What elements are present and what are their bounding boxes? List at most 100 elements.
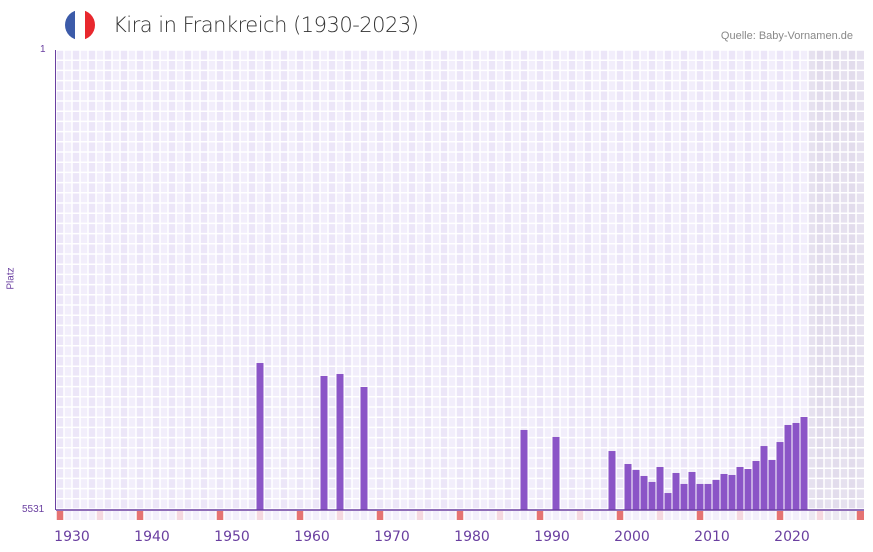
bar-2022 bbox=[792, 422, 800, 510]
decade-marker bbox=[288, 511, 296, 520]
x-tick-label: 1970 bbox=[374, 529, 410, 545]
bar-2017 bbox=[752, 461, 760, 510]
decade-marker bbox=[240, 511, 248, 520]
grid-column bbox=[104, 50, 112, 510]
bar-2012 bbox=[712, 479, 720, 510]
bar-2016 bbox=[744, 468, 752, 510]
decade-marker bbox=[184, 511, 192, 520]
grid-column bbox=[152, 50, 160, 510]
grid-column bbox=[200, 50, 208, 510]
decade-marker bbox=[584, 511, 592, 520]
x-tick-label: 1940 bbox=[134, 529, 170, 545]
bar-1965 bbox=[336, 373, 344, 510]
decade-marker bbox=[592, 511, 600, 520]
grid-column bbox=[216, 50, 224, 510]
decade-marker bbox=[160, 511, 168, 520]
decade-marker bbox=[544, 511, 552, 520]
decade-marker bbox=[568, 511, 576, 520]
grid-column bbox=[72, 50, 80, 510]
bar-2001 bbox=[624, 464, 632, 510]
grid-column bbox=[360, 50, 368, 510]
decade-marker bbox=[536, 511, 544, 520]
bar-2002 bbox=[632, 469, 640, 510]
x-tick-label: 1960 bbox=[294, 529, 330, 545]
grid-column bbox=[504, 50, 512, 510]
grid-column bbox=[672, 50, 680, 510]
decade-marker bbox=[784, 511, 792, 520]
decade-marker bbox=[560, 511, 568, 520]
decade-marker bbox=[128, 511, 136, 520]
grid-column bbox=[656, 50, 664, 510]
grid-column bbox=[296, 50, 304, 510]
grid-column bbox=[752, 50, 760, 510]
decade-marker bbox=[768, 511, 776, 520]
grid-column bbox=[664, 50, 672, 510]
grid-column bbox=[256, 50, 264, 510]
decade-marker bbox=[648, 511, 656, 520]
decade-marker bbox=[512, 511, 520, 520]
bar-2020 bbox=[776, 442, 784, 510]
grid-column bbox=[760, 50, 768, 510]
decade-marker bbox=[752, 511, 760, 520]
decade-marker bbox=[136, 511, 144, 520]
decade-marker bbox=[432, 511, 440, 520]
grid-column bbox=[232, 50, 240, 510]
grid-column bbox=[400, 50, 408, 510]
grid-column bbox=[336, 50, 344, 510]
grid-column bbox=[136, 50, 144, 510]
decade-marker bbox=[448, 511, 456, 520]
decade-marker bbox=[488, 511, 496, 520]
grid-column bbox=[144, 50, 152, 510]
decade-marker bbox=[832, 511, 840, 520]
decade-marker bbox=[400, 511, 408, 520]
decade-marker bbox=[576, 511, 584, 520]
grid-column bbox=[736, 50, 744, 510]
decade-marker bbox=[520, 511, 528, 520]
bar-2008 bbox=[680, 483, 688, 510]
decade-marker bbox=[344, 511, 352, 520]
decade-marker bbox=[760, 511, 768, 520]
grid-column bbox=[112, 50, 120, 510]
decade-marker bbox=[632, 511, 640, 520]
decade-marker bbox=[496, 511, 504, 520]
bar-2014 bbox=[728, 474, 736, 510]
decade-marker bbox=[624, 511, 632, 520]
grid-column bbox=[56, 50, 64, 510]
decade-marker bbox=[104, 511, 112, 520]
decade-marker bbox=[304, 511, 312, 520]
decade-marker bbox=[688, 511, 696, 520]
grid-column bbox=[688, 50, 696, 510]
grid-column bbox=[832, 50, 840, 510]
decade-marker bbox=[144, 511, 152, 520]
decade-marker bbox=[472, 511, 480, 520]
decade-marker bbox=[176, 511, 184, 520]
grid-column bbox=[160, 50, 168, 510]
grid-column bbox=[128, 50, 136, 510]
grid-column bbox=[472, 50, 480, 510]
decade-marker bbox=[368, 511, 376, 520]
bar-2019 bbox=[768, 460, 776, 510]
grid-column bbox=[792, 50, 800, 510]
decade-marker bbox=[792, 511, 800, 520]
decade-marker bbox=[848, 511, 856, 520]
decade-marker bbox=[232, 511, 240, 520]
decade-marker bbox=[88, 511, 96, 520]
decade-marker bbox=[72, 511, 80, 520]
grid-column bbox=[480, 50, 488, 510]
decade-marker bbox=[504, 511, 512, 520]
bar-1988 bbox=[520, 429, 528, 510]
grid-column bbox=[800, 50, 808, 510]
decade-marker bbox=[192, 511, 200, 520]
decade-marker bbox=[800, 511, 808, 520]
grid-column bbox=[184, 50, 192, 510]
bar-1999 bbox=[608, 451, 616, 510]
x-tick-label: 2000 bbox=[614, 529, 650, 545]
grid-column bbox=[304, 50, 312, 510]
grid-column bbox=[808, 50, 816, 510]
grid-column bbox=[648, 50, 656, 510]
bar-2006 bbox=[664, 493, 672, 510]
grid-column bbox=[280, 50, 288, 510]
decade-marker bbox=[840, 511, 848, 520]
bar-1968 bbox=[360, 386, 368, 510]
